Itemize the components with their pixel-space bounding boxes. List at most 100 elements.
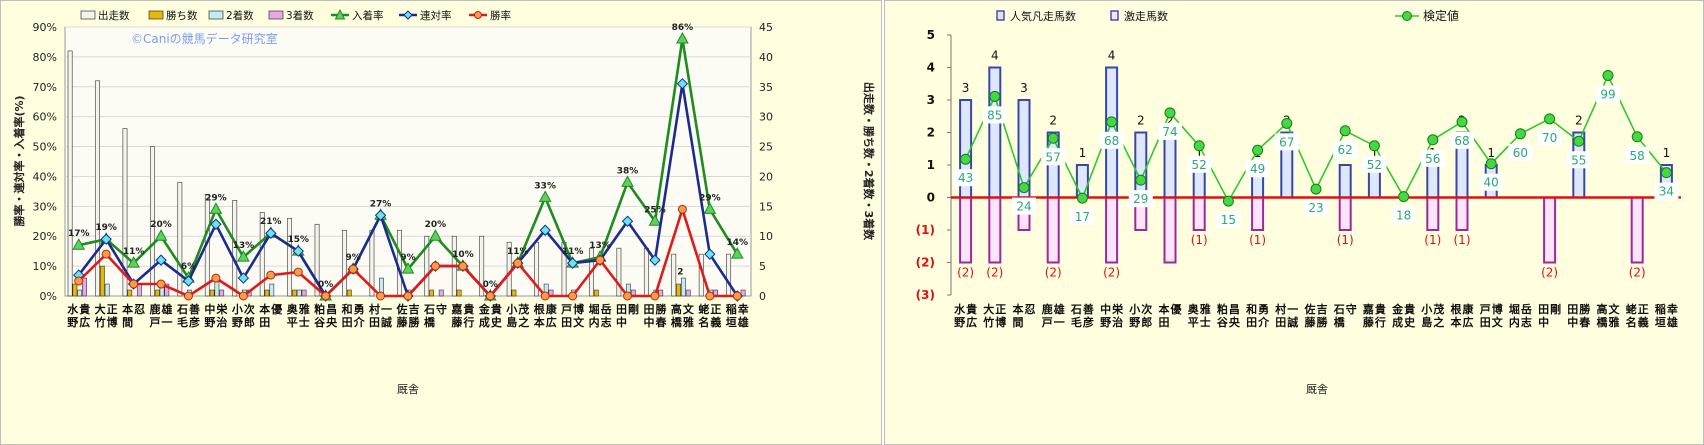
value-label-bg xyxy=(1187,155,1212,173)
category-char: 橋 xyxy=(424,315,436,329)
category-char: 吉 xyxy=(1317,302,1328,316)
legend-item: 2着数 xyxy=(208,9,254,22)
category-char: 名 xyxy=(698,315,709,329)
point-circ xyxy=(403,291,413,301)
category-char: 谷 xyxy=(314,315,326,329)
category-char: 戸 xyxy=(1042,316,1053,329)
test-value-label: 40 xyxy=(1484,176,1499,190)
test-value-label: 34 xyxy=(1659,185,1674,199)
value-label-bg xyxy=(1012,197,1036,215)
category-char: 志 xyxy=(601,315,612,329)
test-value-label: 23 xyxy=(1308,201,1323,215)
legend-label: 連対率 xyxy=(420,9,452,22)
category-char: 次 xyxy=(244,302,255,316)
point-circ xyxy=(732,291,742,301)
left-tick-label: 20% xyxy=(33,230,57,243)
test-value-label: 56 xyxy=(1425,152,1440,166)
pct-label: 14% xyxy=(727,238,749,248)
right-chart: 543210(1)(2)(3)3(2)4(2)32(2)14(2)221(1)1… xyxy=(916,8,1681,396)
category-char: 一 xyxy=(162,316,173,329)
point-dia xyxy=(621,215,634,227)
bar-2 xyxy=(511,289,517,297)
category-char: 大 xyxy=(983,302,994,316)
point-circ xyxy=(211,273,221,283)
legend-label: 人気凡走馬数 xyxy=(1010,9,1076,23)
point-circ xyxy=(430,261,440,271)
category-char: 康 xyxy=(1463,302,1475,316)
pct-label: 9% xyxy=(345,253,360,263)
category-char: 広 xyxy=(1463,315,1474,329)
category-char: 中 xyxy=(204,302,215,316)
category-char: 士 xyxy=(299,315,310,329)
bar-1 xyxy=(122,128,128,297)
point-tri xyxy=(401,262,415,274)
point-circ xyxy=(513,258,523,268)
category-char: 堀 xyxy=(589,302,600,316)
category-char: 石 xyxy=(176,303,188,316)
point-dia xyxy=(182,275,195,287)
upset-bar xyxy=(1543,196,1557,264)
category-char: 雅 xyxy=(1609,315,1620,329)
upset-bar xyxy=(1251,196,1265,231)
test-value-label: 18 xyxy=(1396,209,1411,223)
category-char: 毛 xyxy=(1071,315,1082,329)
bar-4 xyxy=(82,277,87,297)
point-tri xyxy=(730,247,744,259)
test-value-label: 57 xyxy=(1046,150,1061,164)
category-char: 雅 xyxy=(683,315,694,329)
category-char: 田 xyxy=(259,316,270,329)
category-char: 茂 xyxy=(1433,302,1444,316)
category-char: 田 xyxy=(1275,316,1286,329)
category-char: 石 xyxy=(1070,303,1082,316)
category-char: 史 xyxy=(491,315,503,329)
bar-4 xyxy=(301,289,307,297)
value-label-bg xyxy=(1537,128,1562,146)
bar-top-label: 1 xyxy=(1195,146,1203,160)
left-chart-panel: 0% 0 10% 5 20% 10 30% 15 40% 20 50% 25 60% 30 70% 35 80%… xyxy=(0,0,882,445)
y-tick-label: 2 xyxy=(927,126,935,140)
bar-top-label: 2 xyxy=(1049,114,1057,128)
count-label: 2 xyxy=(677,267,683,277)
bar-3 xyxy=(296,289,302,297)
category-char: 粕 xyxy=(1217,302,1228,316)
bar-4 xyxy=(438,289,444,297)
bar-bottom-label: (1) xyxy=(1249,233,1266,247)
category-char: 博 xyxy=(107,315,118,329)
y-tick-label: (3) xyxy=(916,288,935,302)
legend-label: 3着数 xyxy=(286,9,314,22)
legend-label: 勝率 xyxy=(490,9,511,22)
category-char: 水 xyxy=(954,302,966,316)
test-value-label: 24 xyxy=(1016,200,1031,214)
category-char: 春 xyxy=(655,315,667,329)
category-char: 優 xyxy=(1170,302,1183,316)
pct-label: 27% xyxy=(370,199,392,209)
category-char: 鹿 xyxy=(150,302,161,316)
y-tick-label: 1 xyxy=(927,158,935,172)
test-value-label: 85 xyxy=(987,108,1002,122)
category-char: 文 xyxy=(1492,315,1504,329)
right-tick-label: 30 xyxy=(759,111,773,124)
bar-1 xyxy=(342,229,347,297)
category-char: 康 xyxy=(546,302,558,316)
y-tick-label: (2) xyxy=(916,256,935,270)
test-value-label: 52 xyxy=(1367,158,1382,172)
category-char: 島 xyxy=(506,315,517,329)
upset-bar xyxy=(1630,196,1644,264)
value-label-bg xyxy=(982,106,1007,124)
value-label-bg xyxy=(1304,199,1328,217)
right-tick-label: 10 xyxy=(759,230,773,243)
legend-label: 2着数 xyxy=(226,9,254,22)
category-char: 之 xyxy=(1433,315,1444,329)
bar-top-label: 1 xyxy=(1371,146,1379,160)
category-char: 金 xyxy=(1391,302,1404,316)
category-char: 勝 xyxy=(1579,302,1591,316)
value-label-bg xyxy=(1420,149,1445,167)
category-char: 本 xyxy=(122,302,133,316)
category-char: 蛯 xyxy=(698,302,709,316)
legend-item: 人気凡走馬数 xyxy=(996,9,1076,23)
category-char: 村 xyxy=(369,302,380,316)
category-char: 石 xyxy=(1333,303,1345,316)
category-char: 貴 xyxy=(1375,302,1386,316)
test-value-point xyxy=(1339,125,1351,137)
test-value-label: 15 xyxy=(1221,213,1236,227)
